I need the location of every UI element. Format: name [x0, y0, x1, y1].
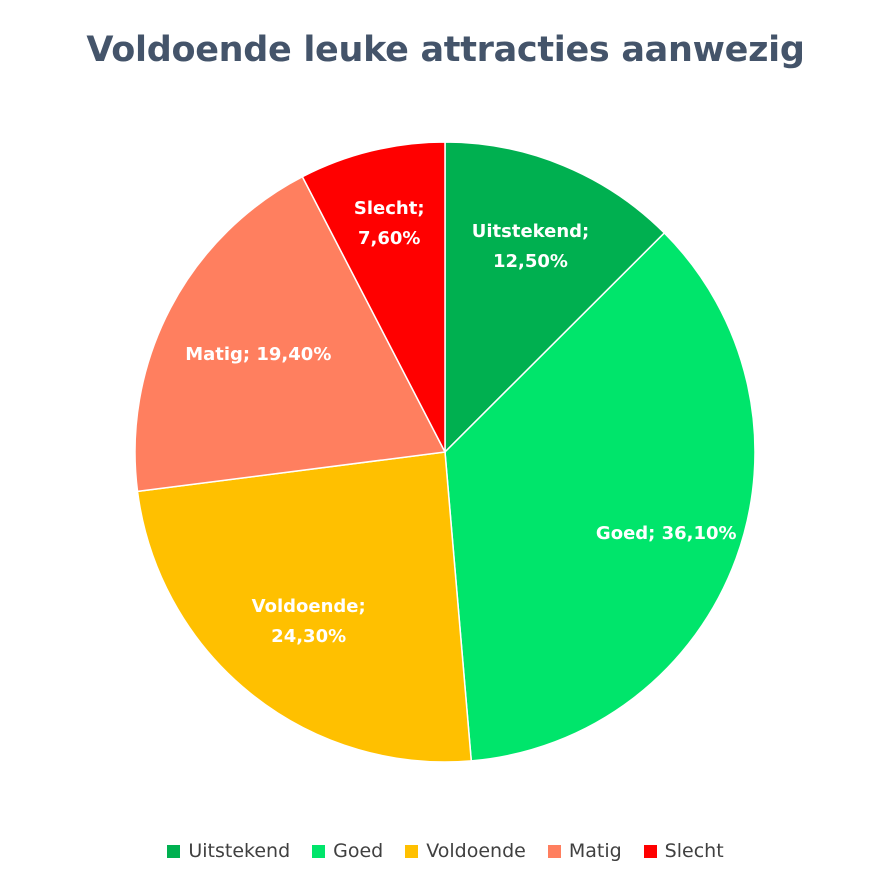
data-label-line: Goed; 36,10%	[596, 523, 737, 544]
legend-label-matig: Matig	[568, 840, 622, 862]
legend-item-matig: Matig	[547, 840, 622, 862]
chart-title: Voldoende leuke attracties aanwezig	[86, 30, 805, 70]
legend-swatch-matig	[547, 844, 561, 858]
data-label-line: Uitstekend;	[472, 221, 590, 242]
data-label-line: 12,50%	[493, 251, 568, 272]
pie-slice-slecht	[301, 141, 446, 453]
legend-label-voldoende: Voldoende	[426, 840, 526, 862]
legend-item-slecht: Slecht	[643, 840, 724, 862]
data-label-goed: Goed; 36,10%	[596, 523, 737, 544]
legend-item-uitstekend: Uitstekend	[167, 840, 290, 862]
legend-label-uitstekend: Uitstekend	[188, 840, 291, 862]
data-label-voldoende: Voldoende; 24,30%	[252, 596, 366, 647]
data-label-line: 24,30%	[271, 626, 346, 647]
pie-slice-goed	[444, 231, 756, 762]
legend-swatch-uitstekend	[167, 844, 181, 858]
data-label-line: Slecht;	[354, 198, 425, 219]
pie-slice-matig	[134, 175, 447, 493]
legend-label-slecht: Slecht	[664, 840, 724, 862]
legend-swatch-goed	[312, 844, 326, 858]
legend-item-voldoende: Voldoende	[405, 840, 526, 862]
data-label-matig: Matig; 19,40%	[185, 344, 331, 365]
data-label-line: Voldoende;	[252, 596, 366, 617]
legend-swatch-voldoende	[405, 844, 419, 858]
legend-label-goed: Goed	[333, 840, 384, 862]
data-label-line: 7,60%	[358, 228, 420, 249]
pie-slices	[134, 141, 756, 763]
legend-swatch-slecht	[643, 844, 657, 858]
data-label-line: Matig; 19,40%	[185, 344, 331, 365]
pie-slice-uitstekend	[444, 141, 666, 454]
pie-labels: Uitstekend; 12,50% Goed; 36,10% Voldoende; 2…	[185, 198, 736, 647]
legend: Uitstekend Goed Voldoende Matig Slecht	[0, 840, 891, 862]
data-label-slecht: Slecht; 7,60%	[354, 198, 425, 249]
legend-item-goed: Goed	[312, 840, 383, 862]
pie-slice-voldoende	[136, 451, 473, 763]
data-label-uitstekend: Uitstekend; 12,50%	[472, 221, 590, 272]
